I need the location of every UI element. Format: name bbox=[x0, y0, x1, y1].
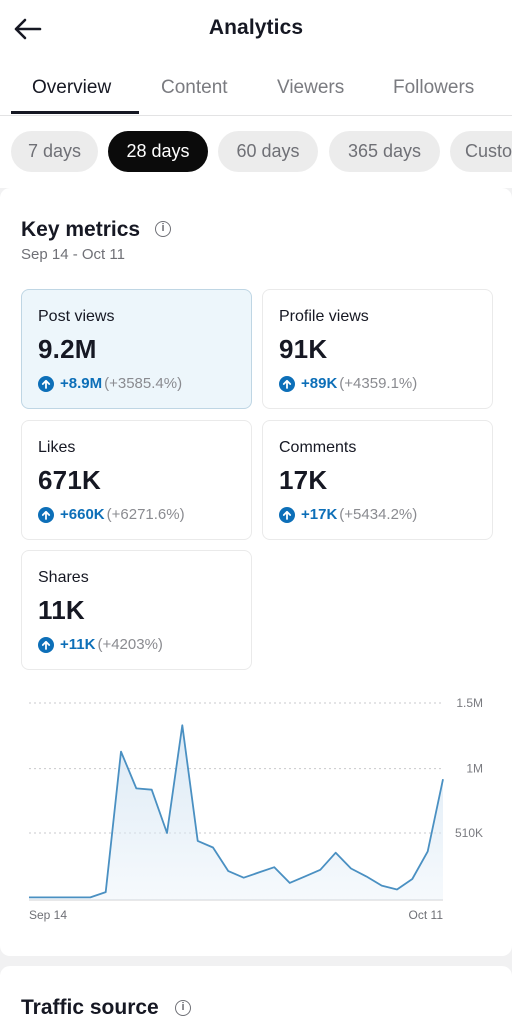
area-fill bbox=[29, 725, 443, 900]
metric-change: +17K (+5434.2%) bbox=[279, 506, 417, 523]
metric-card-likes[interactable]: Likes 671K +660K (+6271.6%) bbox=[21, 420, 252, 540]
tab-bar: Overview Content Viewers Followers bbox=[0, 62, 512, 116]
metric-label: Likes bbox=[38, 439, 76, 456]
tab-overview[interactable]: Overview bbox=[32, 77, 112, 98]
metric-label: Post views bbox=[38, 308, 115, 325]
range-chip-custom[interactable]: Custom bbox=[450, 131, 512, 172]
metric-value: 11K bbox=[38, 595, 85, 625]
metric-delta: +89K bbox=[301, 375, 338, 392]
metric-value: 17K bbox=[279, 465, 328, 495]
arrow-up-circle-icon bbox=[38, 636, 54, 653]
key-metrics-card: Key metrics i Sep 14 - Oct 11 Post views… bbox=[0, 188, 512, 956]
metric-percent: (+5434.2%) bbox=[339, 506, 418, 523]
metric-delta: +660K bbox=[60, 506, 105, 523]
metric-change: +660K (+6271.6%) bbox=[38, 506, 185, 523]
y-tick-label: 1M bbox=[466, 762, 483, 776]
date-range-selector: 7 days 28 days 60 days 365 days Custom bbox=[0, 116, 512, 188]
arrow-up-circle-icon bbox=[38, 506, 54, 523]
top-bar: Analytics bbox=[0, 0, 512, 62]
metric-change: +8.9M (+3585.4%) bbox=[38, 375, 182, 392]
date-range-label: Sep 14 - Oct 11 bbox=[21, 246, 125, 263]
active-tab-indicator bbox=[11, 111, 139, 114]
page-title: Analytics bbox=[208, 16, 304, 39]
tab-followers[interactable]: Followers bbox=[393, 77, 475, 98]
tab-viewers[interactable]: Viewers bbox=[277, 77, 345, 98]
range-chip-7-days[interactable]: 7 days bbox=[11, 131, 98, 172]
arrow-left-icon bbox=[14, 18, 42, 40]
post-views-chart[interactable]: 1.5M 1M 510K Sep 14 Oct 11 bbox=[0, 688, 512, 933]
metric-label: Shares bbox=[38, 569, 89, 586]
metric-card-shares[interactable]: Shares 11K +11K (+4203%) bbox=[21, 550, 252, 670]
metric-delta: +17K bbox=[301, 506, 338, 523]
key-metrics-title: Key metrics bbox=[21, 218, 141, 241]
arrow-up-circle-icon bbox=[279, 506, 295, 523]
metric-delta: +11K bbox=[60, 636, 96, 653]
metric-change: +89K (+4359.1%) bbox=[279, 375, 417, 392]
range-chip-365-days[interactable]: 365 days bbox=[329, 131, 440, 172]
arrow-up-circle-icon bbox=[38, 375, 54, 392]
y-tick-label: 1.5M bbox=[456, 696, 483, 710]
range-chip-28-days[interactable]: 28 days bbox=[108, 131, 208, 172]
series-line bbox=[29, 724, 444, 899]
metric-delta: +8.9M bbox=[60, 375, 103, 392]
metric-label: Profile views bbox=[279, 308, 369, 325]
metric-value: 91K bbox=[279, 334, 328, 364]
info-icon[interactable]: i bbox=[155, 221, 171, 237]
metric-percent: (+6271.6%) bbox=[106, 506, 185, 523]
y-tick-label: 510K bbox=[455, 826, 483, 840]
metric-change: +11K (+4203%) bbox=[38, 636, 163, 653]
metric-percent: (+3585.4%) bbox=[104, 375, 183, 392]
info-icon[interactable]: i bbox=[175, 1000, 191, 1016]
metric-value: 671K bbox=[38, 465, 101, 495]
range-chip-60-days[interactable]: 60 days bbox=[218, 131, 318, 172]
arrow-up-circle-icon bbox=[279, 375, 295, 392]
x-tick-label: Sep 14 bbox=[29, 908, 67, 922]
metric-card-profile-views[interactable]: Profile views 91K +89K (+4359.1%) bbox=[262, 289, 493, 409]
metric-card-post-views[interactable]: Post views 9.2M +8.9M (+3585.4%) bbox=[21, 289, 252, 409]
metric-value: 9.2M bbox=[38, 334, 97, 364]
traffic-source-card: Traffic source i bbox=[0, 966, 512, 1026]
traffic-source-title: Traffic source bbox=[21, 996, 159, 1019]
back-button[interactable] bbox=[10, 12, 44, 46]
x-tick-label: Oct 11 bbox=[409, 908, 444, 922]
metric-card-comments[interactable]: Comments 17K +17K (+5434.2%) bbox=[262, 420, 493, 540]
metric-percent: (+4203%) bbox=[97, 636, 163, 653]
metric-percent: (+4359.1%) bbox=[339, 375, 418, 392]
tab-content[interactable]: Content bbox=[161, 77, 228, 98]
metric-label: Comments bbox=[279, 439, 357, 456]
